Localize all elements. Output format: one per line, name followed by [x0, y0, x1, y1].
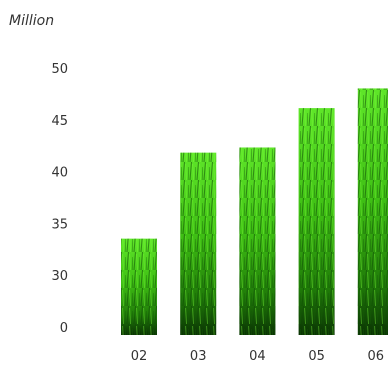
y-tick-label: 30 [51, 269, 68, 284]
bar [298, 108, 335, 335]
x-tick-label: 05 [308, 349, 325, 364]
x-axis: 02 03 04 05 06 [131, 349, 384, 364]
x-tick-label: 02 [131, 349, 148, 364]
bars [121, 88, 388, 335]
bar [357, 88, 388, 335]
y-tick-label: 50 [51, 62, 68, 77]
unit-label: Million [9, 13, 54, 29]
bar [180, 152, 217, 335]
y-axis: 50 45 40 35 30 0 [51, 62, 68, 336]
y-tick-label: 45 [51, 114, 68, 129]
x-tick-label: 06 [368, 349, 385, 364]
y-tick-label: 40 [51, 166, 68, 181]
y-tick-label: 0 [60, 321, 68, 336]
x-tick-label: 03 [190, 349, 207, 364]
y-tick-label: 35 [51, 217, 68, 232]
x-tick-label: 04 [249, 349, 266, 364]
bar [121, 238, 157, 335]
bar [239, 147, 276, 335]
